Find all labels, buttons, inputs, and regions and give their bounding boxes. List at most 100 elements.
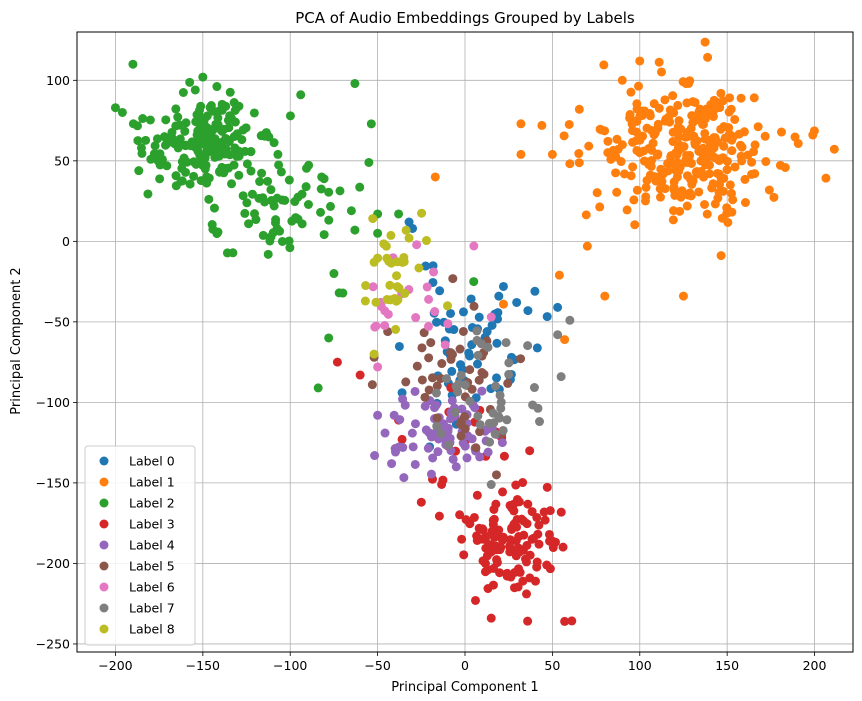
data-point — [483, 447, 493, 457]
data-point — [642, 157, 652, 167]
data-point — [525, 446, 535, 456]
data-point — [364, 157, 374, 167]
data-point — [324, 333, 334, 343]
data-point — [495, 390, 505, 400]
chart-title: PCA of Audio Embeddings Grouped by Label… — [295, 9, 635, 27]
data-point — [316, 184, 326, 194]
data-point — [540, 515, 550, 525]
data-point — [532, 512, 542, 522]
data-point — [446, 354, 456, 364]
y-tick-label: 50 — [54, 153, 70, 168]
data-point — [686, 124, 696, 134]
data-point — [400, 288, 410, 298]
data-point — [829, 144, 839, 154]
data-point — [217, 162, 227, 172]
data-point — [486, 312, 496, 322]
data-point — [213, 113, 223, 123]
data-point — [749, 93, 759, 103]
data-point — [272, 193, 282, 203]
data-point — [394, 341, 404, 351]
data-point — [632, 145, 642, 155]
data-point — [198, 72, 208, 82]
data-point — [181, 167, 191, 177]
data-point — [726, 104, 736, 114]
data-point — [673, 100, 683, 110]
y-tick-label: −100 — [36, 395, 70, 410]
data-point — [360, 296, 370, 306]
data-point — [244, 219, 254, 229]
data-point — [427, 373, 437, 383]
data-point — [324, 215, 334, 225]
data-point — [522, 589, 531, 599]
data-point — [153, 156, 163, 166]
data-point — [632, 127, 642, 137]
data-point — [494, 291, 504, 301]
data-point — [611, 168, 621, 178]
data-point — [430, 307, 440, 317]
data-point — [285, 111, 295, 121]
legend-marker — [99, 498, 109, 508]
data-point — [276, 167, 286, 177]
data-point — [641, 182, 651, 192]
data-point — [369, 349, 379, 359]
data-point — [677, 186, 687, 196]
data-point — [167, 133, 177, 143]
data-point — [697, 112, 707, 122]
data-point — [492, 373, 501, 383]
data-point — [385, 280, 395, 290]
data-point — [753, 122, 763, 132]
data-point — [560, 616, 570, 626]
legend-label: Label 4 — [129, 538, 175, 553]
data-point — [238, 125, 248, 135]
data-point — [412, 361, 422, 371]
data-point — [522, 540, 532, 550]
x-tick-label: −50 — [364, 658, 390, 673]
data-point — [247, 189, 257, 199]
data-point — [465, 396, 475, 406]
data-point — [553, 302, 563, 312]
data-point — [462, 453, 472, 463]
data-point — [371, 321, 381, 331]
data-point — [273, 149, 283, 159]
data-point — [684, 78, 694, 88]
data-point — [651, 176, 661, 186]
data-point — [488, 408, 498, 418]
data-point — [471, 443, 481, 453]
legend-marker — [99, 540, 109, 550]
data-point — [617, 75, 627, 85]
data-point — [455, 344, 465, 354]
data-point — [491, 381, 501, 391]
data-point — [446, 414, 456, 424]
data-point — [674, 132, 684, 142]
data-point — [460, 380, 470, 390]
data-point — [335, 186, 345, 196]
x-tick-label: 200 — [803, 658, 827, 673]
data-point — [556, 507, 566, 517]
data-point — [534, 520, 544, 530]
data-point — [466, 294, 476, 304]
data-point — [688, 97, 698, 107]
data-point — [630, 220, 640, 230]
data-point — [537, 120, 547, 130]
data-point — [209, 203, 219, 213]
legend-marker — [99, 456, 109, 466]
data-point — [430, 172, 440, 182]
data-point — [491, 470, 501, 480]
data-point — [257, 168, 267, 178]
data-point — [769, 192, 779, 202]
data-point — [435, 286, 445, 296]
data-point — [381, 241, 391, 251]
data-point — [443, 319, 453, 329]
data-point — [161, 133, 171, 143]
data-point — [533, 529, 543, 539]
data-point — [516, 119, 526, 129]
data-point — [394, 209, 404, 219]
data-point — [264, 132, 274, 142]
data-point — [609, 149, 619, 159]
data-point — [663, 166, 673, 176]
data-point — [512, 297, 522, 307]
x-tick-label: −100 — [273, 658, 307, 673]
data-point — [475, 427, 485, 437]
legend-label: Label 1 — [129, 475, 175, 490]
data-point — [739, 127, 749, 137]
